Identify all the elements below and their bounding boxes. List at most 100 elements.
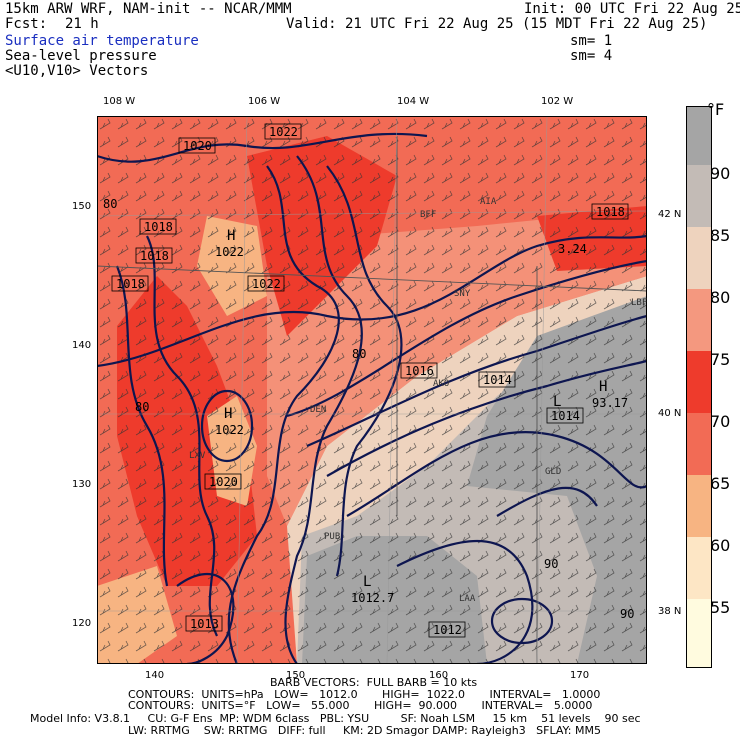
high-pressure-marker: H [224, 406, 232, 422]
high-pressure-value: 1022 [215, 423, 244, 437]
top-lon-106w: 106 W [248, 96, 281, 107]
colorbar-swatch [686, 106, 712, 165]
isobar-13 [115, 265, 169, 587]
isobar-12 [146, 235, 218, 637]
low-pressure-marker: L [553, 394, 561, 410]
colorbar-swatch [686, 413, 712, 475]
label-box [139, 218, 177, 235]
contours-hpa: CONTOURS: UNITS=hPa LOW= 1012.0 HIGH= 10… [128, 688, 601, 701]
colorbar-label-90: 90 [710, 164, 731, 183]
label-isobar: 1014 [483, 373, 512, 387]
top-lon-108w: 108 W [103, 96, 136, 107]
label-isobar: 1022 [252, 277, 281, 291]
temp-contour-label: 90 [620, 607, 634, 621]
isobar-11 [496, 486, 598, 517]
high-pressure-value: 1022 [215, 245, 244, 259]
isobar-2 [227, 165, 340, 664]
map-frame [97, 116, 647, 664]
colorbar [686, 106, 712, 668]
isobar-5 [97, 234, 647, 368]
field-slp: Sea-level pressure [5, 48, 157, 64]
station-label: LAA [459, 594, 476, 604]
temp-contour-label: 80 [135, 400, 149, 414]
high-temp-value: 93.17 [592, 396, 628, 410]
forecast-hours: 21 h [65, 16, 99, 32]
station-label: LBF [631, 298, 647, 308]
left-y-130: 130 [72, 479, 92, 490]
low-pressure-marker: L [363, 574, 371, 590]
colorbar-swatch [686, 351, 712, 413]
station-label: AKO [433, 379, 449, 389]
label-box [546, 407, 584, 424]
label-isobar: 1018 [140, 249, 169, 263]
left-y-120: 120 [72, 618, 92, 629]
station-label: DEN [310, 405, 326, 415]
temp-contour-label: 80 [352, 347, 366, 361]
isobar-4 [326, 165, 403, 577]
colorbar-label-70: 70 [710, 412, 731, 431]
wind-barbs [97, 116, 647, 664]
model-title: 15km ARW WRF, NAM-init -- NCAR/MMM [5, 1, 292, 17]
right-lat-38n: 38 N [658, 606, 682, 617]
grid-lat-a [97, 210, 647, 217]
label-isobar: 1020 [183, 139, 212, 153]
field-slp-sm: sm= 4 [570, 48, 613, 64]
high-temp-marker: H [599, 379, 607, 395]
label-isobar: 1018 [116, 277, 145, 291]
bottom-x-160: 160 [429, 670, 449, 681]
temp-contour-label: 90 [544, 557, 558, 571]
station-label: LXV [189, 451, 206, 461]
valid-time: Valid: 21 UTC Fri 22 Aug 25 (15 MDT Fri … [286, 16, 708, 32]
colorbar-swatch [686, 599, 712, 668]
grid-lon-b [386, 116, 398, 664]
init-time: Init: 00 UTC Fri 22 Aug 25 [524, 1, 740, 17]
colorbar-label-60: 60 [710, 536, 731, 555]
station-label: PUB [324, 532, 340, 542]
colorbar-unit: °F [707, 100, 725, 119]
isobar-7 [306, 314, 647, 448]
colorbar-label-80: 80 [710, 288, 731, 307]
label-box [591, 203, 629, 220]
colorbar-swatch [686, 537, 712, 599]
colorbar-label-85: 85 [710, 226, 731, 245]
label-isobar: 1012 [433, 623, 462, 637]
temp-contour-label: 80 [103, 197, 117, 211]
field-wind-vectors: <U10,V10> Vectors [5, 63, 149, 79]
barb-vectors-legend: BARB VECTORS: FULL BARB = 10 kts [270, 676, 478, 689]
colorbar-label-55: 55 [710, 598, 731, 617]
label-isobar: 1018 [596, 205, 625, 219]
high-pressure-marker: H [227, 228, 235, 244]
label-box [400, 362, 438, 379]
label-box [247, 275, 285, 292]
station-label: AIA [480, 197, 497, 207]
isobar-6 [286, 259, 647, 418]
colorbar-label-75: 75 [710, 350, 731, 369]
top-lon-104w: 104 W [397, 96, 430, 107]
model-info-line2: LW: RRTMG SW: RRTMG DIFF: full KM: 2D Sm… [128, 724, 601, 737]
colorbar-swatch [686, 165, 712, 227]
grid-lon-c [536, 116, 548, 664]
field-surface-temp-sm: sm= 1 [570, 33, 613, 49]
label-isobar: 1018 [144, 220, 173, 234]
isobar-ring-low [490, 597, 554, 645]
label-isobar: 1014 [551, 409, 580, 423]
label-isobar: 1020 [209, 475, 238, 489]
forecast-label: Fcst: [5, 16, 48, 32]
grid-lon-a [236, 116, 248, 664]
label-isobar: 1022 [269, 125, 298, 139]
station-label: GLD [545, 467, 561, 477]
station-label: SNY [454, 289, 471, 299]
colorbar-swatch [686, 289, 712, 351]
label-isobar: 1016 [405, 364, 434, 378]
isobar-ring-high [200, 389, 254, 463]
isobar-3 [284, 155, 363, 664]
low-pressure-value: 1012.7 [351, 591, 394, 605]
right-lat-42n: 42 N [658, 209, 682, 220]
weather-map: 1022 1020 1018 1018 1018 1018 1022 1016 … [97, 116, 647, 664]
isobar-9 [346, 430, 647, 517]
colorbar-swatch [686, 227, 712, 289]
colorbar-label-65: 65 [710, 474, 731, 493]
right-lat-40n: 40 N [658, 408, 682, 419]
label-box [204, 473, 242, 490]
top-lon-102w: 102 W [541, 96, 574, 107]
